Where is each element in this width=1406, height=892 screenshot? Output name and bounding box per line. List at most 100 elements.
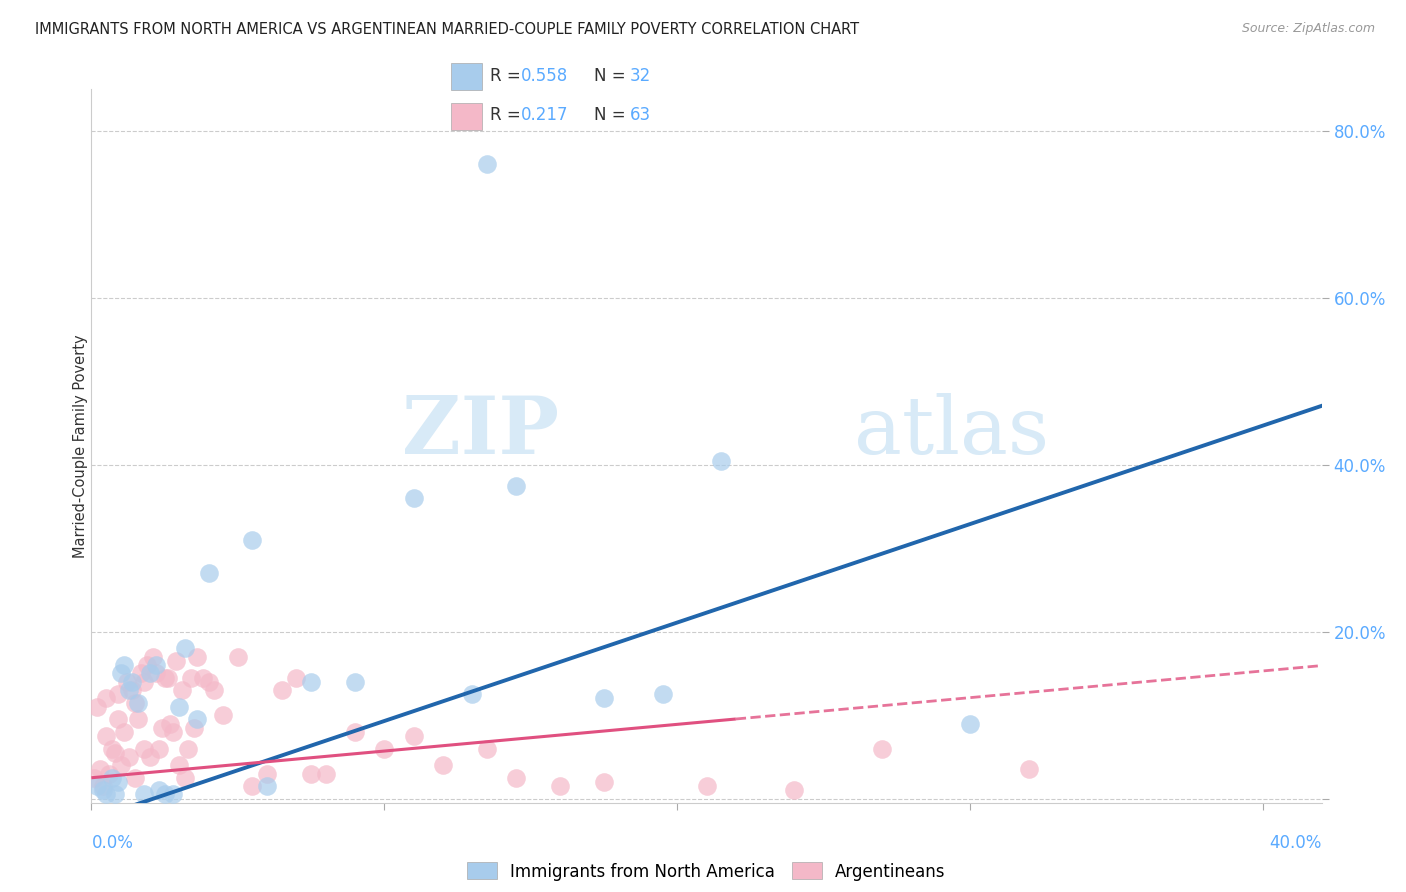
Point <box>136 658 159 673</box>
Text: atlas: atlas <box>853 392 1049 471</box>
Point <box>89 763 111 777</box>
Point <box>86 699 108 714</box>
Point <box>124 771 146 785</box>
Point <box>270 683 292 698</box>
Text: N =: N = <box>593 106 631 124</box>
Point <box>139 750 162 764</box>
Point <box>169 699 191 714</box>
Point <box>115 674 138 689</box>
Point <box>197 566 219 581</box>
Point <box>174 641 197 656</box>
Point <box>121 674 143 689</box>
Point <box>139 666 162 681</box>
Point <box>110 666 132 681</box>
Point <box>98 766 120 780</box>
Point <box>186 712 208 726</box>
Point <box>118 750 141 764</box>
Point <box>256 766 278 780</box>
Point <box>104 788 127 802</box>
Point <box>593 691 616 706</box>
Point <box>127 696 149 710</box>
Point <box>172 683 194 698</box>
Text: ZIP: ZIP <box>402 392 558 471</box>
FancyBboxPatch shape <box>451 103 482 130</box>
Text: 0.217: 0.217 <box>520 106 568 124</box>
Point <box>159 716 181 731</box>
Point <box>129 666 152 681</box>
Point <box>402 729 425 743</box>
Point <box>177 741 200 756</box>
Point <box>242 779 264 793</box>
Text: R =: R = <box>489 106 526 124</box>
Point <box>373 741 395 756</box>
FancyBboxPatch shape <box>451 62 482 90</box>
Point <box>191 671 214 685</box>
Point <box>212 708 235 723</box>
Text: 63: 63 <box>630 106 651 124</box>
Point <box>695 779 717 793</box>
Point <box>165 654 187 668</box>
Point <box>197 674 219 689</box>
Point <box>402 491 425 505</box>
Point <box>91 783 114 797</box>
Point <box>226 649 249 664</box>
Legend: Immigrants from North America, Argentineans: Immigrants from North America, Argentine… <box>461 855 952 888</box>
Y-axis label: Married-Couple Family Poverty: Married-Couple Family Poverty <box>73 334 87 558</box>
Point <box>202 683 225 698</box>
Text: 0.558: 0.558 <box>520 68 568 86</box>
Point <box>94 729 117 743</box>
Point <box>118 683 141 698</box>
Point <box>101 771 124 785</box>
Point <box>142 649 165 664</box>
Point <box>299 674 322 689</box>
Point <box>145 658 167 673</box>
Point <box>110 758 132 772</box>
Point <box>299 766 322 780</box>
Point <box>169 758 191 772</box>
Point <box>94 788 117 802</box>
Point <box>148 783 170 797</box>
Point <box>505 771 527 785</box>
Point <box>186 649 208 664</box>
Point <box>180 671 202 685</box>
Point <box>593 775 616 789</box>
Point <box>475 741 498 756</box>
Point <box>242 533 264 547</box>
Point <box>148 741 170 756</box>
Point <box>145 666 167 681</box>
Point <box>107 687 129 701</box>
Text: N =: N = <box>593 68 631 86</box>
Point <box>461 687 484 701</box>
Text: 32: 32 <box>630 68 651 86</box>
Point <box>107 712 129 726</box>
Text: Source: ZipAtlas.com: Source: ZipAtlas.com <box>1241 22 1375 36</box>
Point <box>256 779 278 793</box>
Point <box>548 779 571 793</box>
Point <box>107 775 129 789</box>
Point <box>132 674 155 689</box>
Point <box>162 724 184 739</box>
Point <box>870 741 894 756</box>
Point <box>112 658 135 673</box>
Text: R =: R = <box>489 68 526 86</box>
Point <box>183 721 205 735</box>
Point <box>505 478 527 492</box>
Point <box>91 779 114 793</box>
Point <box>285 671 308 685</box>
Point <box>475 157 498 171</box>
Point <box>112 724 135 739</box>
Point <box>127 712 149 726</box>
Point <box>783 783 806 797</box>
Point <box>153 671 176 685</box>
Point <box>174 771 197 785</box>
Point <box>132 788 155 802</box>
Point <box>86 779 108 793</box>
Point <box>121 683 143 698</box>
Point <box>153 788 176 802</box>
Text: 40.0%: 40.0% <box>1270 834 1322 852</box>
Point <box>651 687 673 701</box>
Point <box>104 746 127 760</box>
Point <box>162 788 184 802</box>
Point <box>315 766 337 780</box>
Point <box>432 758 454 772</box>
